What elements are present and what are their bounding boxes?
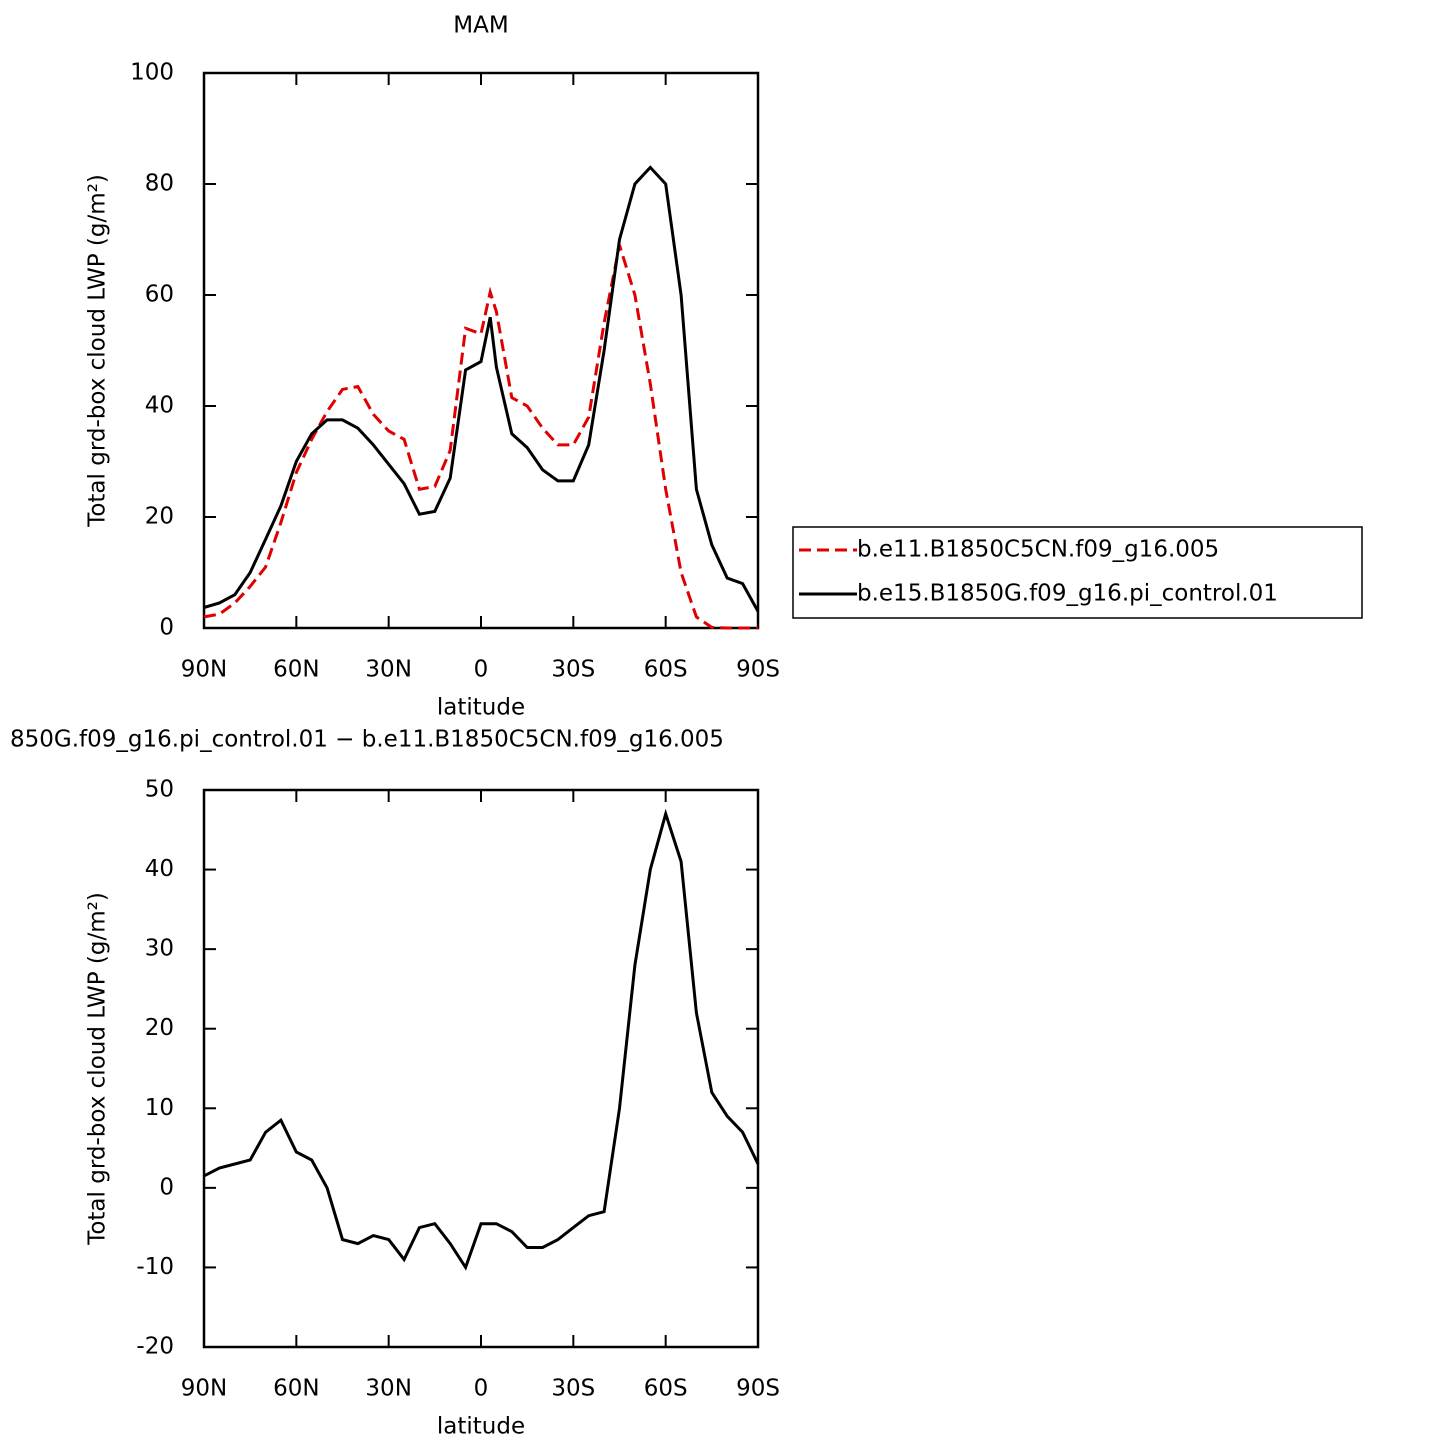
- y-axis-label: Total grd-box cloud LWP (g/m²): [85, 174, 111, 528]
- x-tick-label: 90N: [181, 657, 227, 683]
- x-tick-label: 30N: [365, 657, 411, 683]
- y-tick-label: 0: [159, 615, 174, 641]
- legend-label: b.e11.B1850C5CN.f09_g16.005: [857, 537, 1219, 563]
- y-tick-label: 60: [145, 282, 174, 308]
- x-tick-label: 30N: [365, 1376, 411, 1402]
- x-tick-label: 90S: [736, 657, 780, 683]
- y-tick-label: 100: [130, 60, 174, 86]
- legend-label: b.e15.B1850G.f09_g16.pi_control.01: [857, 581, 1278, 607]
- y-tick-label: -10: [136, 1254, 174, 1280]
- y-tick-label: 50: [145, 777, 174, 803]
- y-tick-label: -20: [136, 1334, 174, 1360]
- x-tick-label: 60N: [273, 1376, 319, 1402]
- y-tick-label: 40: [145, 393, 174, 419]
- legend-box: [792, 526, 1363, 619]
- chart-title: MAM: [453, 13, 508, 39]
- line-series: [203, 244, 758, 630]
- x-tick-label: 0: [474, 1376, 489, 1402]
- line-series: [203, 808, 760, 1271]
- x-axis-label: latitude: [437, 1414, 525, 1440]
- x-tick-label: 60N: [273, 657, 319, 683]
- x-tick-label: 0: [474, 657, 489, 683]
- y-tick-label: 10: [145, 1095, 174, 1121]
- y-tick-label: 40: [145, 856, 174, 882]
- x-tick-label: 60S: [644, 1376, 688, 1402]
- plot-frame: [202, 71, 760, 630]
- x-tick-label: 30S: [551, 657, 595, 683]
- line-series: [203, 165, 760, 613]
- plot-frame: [202, 788, 760, 1349]
- y-axis-label: Total grd-box cloud LWP (g/m²): [85, 892, 111, 1246]
- y-tick-label: 0: [159, 1174, 174, 1200]
- x-tick-label: 90S: [736, 1376, 780, 1402]
- x-tick-label: 60S: [644, 657, 688, 683]
- chart-title: 850G.f09_g16.pi_control.01 − b.e11.B1850…: [10, 727, 724, 753]
- x-tick-label: 30S: [551, 1376, 595, 1402]
- y-tick-label: 80: [145, 171, 174, 197]
- x-axis-label: latitude: [437, 695, 525, 721]
- x-tick-label: 90N: [181, 1376, 227, 1402]
- y-tick-label: 20: [145, 1015, 174, 1041]
- y-tick-label: 30: [145, 936, 174, 962]
- y-tick-label: 20: [145, 504, 174, 530]
